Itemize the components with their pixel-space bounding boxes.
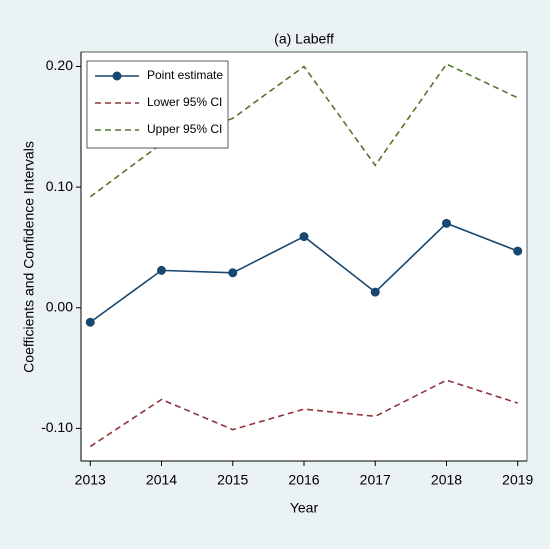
point-marker	[370, 287, 380, 297]
x-tick-label: 2018	[431, 472, 462, 488]
y-axis-label: Coefficients and Confidence Intervals	[21, 141, 37, 373]
series-line	[89, 63, 519, 198]
x-tick-label: 2016	[288, 472, 319, 488]
legend-label: Upper 95% CI	[147, 122, 222, 136]
y-tick-label: 0.00	[46, 298, 73, 314]
x-tick-label: 2015	[217, 472, 248, 488]
point-marker	[157, 265, 167, 275]
legend-box	[86, 60, 229, 149]
legend-label: Lower 95% CI	[147, 95, 222, 109]
y-tick-label: -0.10	[41, 419, 73, 435]
x-axis-label: Year	[290, 500, 319, 516]
point-marker	[513, 246, 523, 256]
point-marker	[85, 317, 95, 327]
x-tick-label: 2019	[502, 472, 533, 488]
y-tick-label: 0.20	[46, 57, 73, 73]
chart-title: (a) Labeff	[274, 31, 334, 47]
point-marker	[441, 218, 451, 228]
point-marker	[299, 232, 309, 242]
x-tick-label: 2014	[146, 472, 177, 488]
x-tick-label: 2013	[75, 472, 106, 488]
series-line	[89, 379, 518, 448]
point-marker	[228, 268, 238, 278]
y-tick-label: 0.10	[46, 178, 73, 194]
x-tick-label: 2017	[360, 472, 391, 488]
legend-label: Point estimate	[147, 68, 223, 82]
legend-marker	[112, 71, 122, 81]
